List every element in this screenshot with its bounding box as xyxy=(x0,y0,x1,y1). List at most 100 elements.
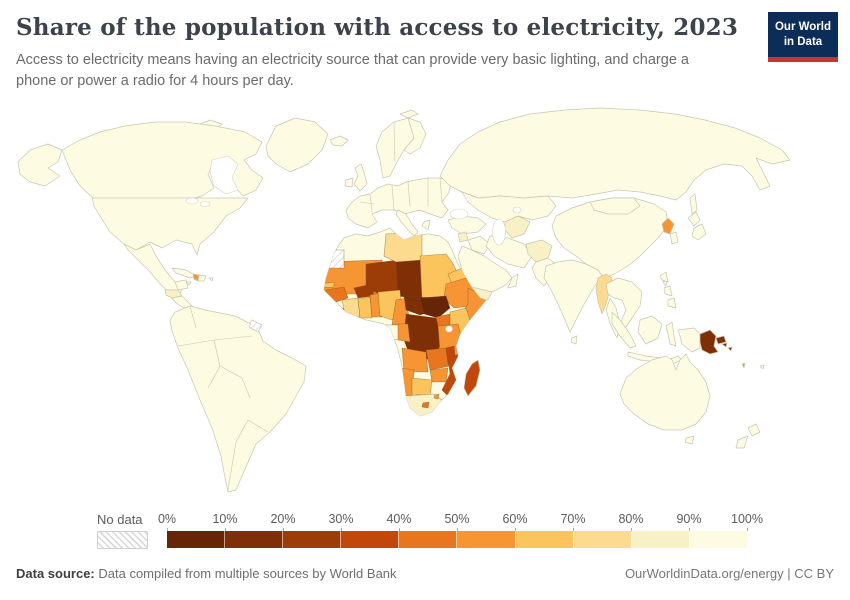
owid-logo: Our World in Data xyxy=(768,12,838,62)
map-country-philippines[interactable] xyxy=(663,285,673,297)
map-country-usa[interactable] xyxy=(91,197,249,256)
hudson-bay xyxy=(209,155,239,195)
map-country-philippines[interactable] xyxy=(667,297,677,309)
map-country-iraq[interactable] xyxy=(467,235,491,255)
map-region-new-britain[interactable] xyxy=(715,335,727,345)
map-country-jamaica[interactable] xyxy=(185,281,192,286)
map-region-svalbard[interactable] xyxy=(399,109,419,119)
map-region-gabon[interactable] xyxy=(383,324,401,341)
map-country-new-zealand[interactable] xyxy=(735,435,749,449)
map-country-vanuatu[interactable] xyxy=(741,362,746,369)
map-region-sumatra[interactable] xyxy=(611,311,637,349)
legend-bin-segment[interactable] xyxy=(398,531,457,548)
legend-tick-mark xyxy=(283,528,284,531)
legend-tick-mark xyxy=(515,528,516,531)
map-region-yucatan[interactable] xyxy=(174,279,189,291)
data-source-line: Data source: Data compiled from multiple… xyxy=(16,566,397,581)
map-country-oman[interactable] xyxy=(507,273,519,289)
legend-tick-label: 100% xyxy=(731,512,763,526)
legend-bin-segment[interactable] xyxy=(572,531,631,548)
map-country-south-korea[interactable] xyxy=(669,231,679,245)
great-lakes xyxy=(199,201,211,207)
map-country-syria[interactable] xyxy=(457,231,469,243)
map-country-philippines[interactable] xyxy=(659,271,669,283)
map-region-south-america[interactable] xyxy=(169,305,307,493)
africa-countries xyxy=(320,231,486,416)
legend-no-data[interactable]: No data xyxy=(97,512,157,549)
map-country-greenland[interactable] xyxy=(265,117,329,173)
map-country-sierra-leone[interactable] xyxy=(322,298,334,311)
map-region-west-new-guinea[interactable] xyxy=(677,327,701,353)
no-data-swatch[interactable] xyxy=(97,531,148,549)
page-title: Share of the population with access to e… xyxy=(16,14,739,41)
map-region-tasmania[interactable] xyxy=(684,435,695,445)
map-country-gambia[interactable] xyxy=(320,281,335,289)
legend-bin-segment[interactable] xyxy=(456,531,515,548)
legend-bin-segment[interactable] xyxy=(224,531,283,548)
map-country-mongolia[interactable] xyxy=(589,197,641,215)
map-country-angola[interactable] xyxy=(401,347,429,373)
legend-tick-label: 90% xyxy=(676,512,702,526)
map-country-north-korea[interactable] xyxy=(661,217,675,235)
map-country-solomon-islands[interactable] xyxy=(727,346,733,352)
map-region-sakhalin[interactable] xyxy=(689,193,698,215)
legend-bin-segment[interactable] xyxy=(167,531,225,548)
map-country-italy[interactable] xyxy=(395,209,419,237)
map-country-libya[interactable] xyxy=(383,231,423,263)
map-country-madagascar[interactable] xyxy=(463,359,481,397)
map-country-uk[interactable] xyxy=(353,163,368,192)
map-country-cuba[interactable] xyxy=(171,267,197,279)
map-country-lesotho[interactable] xyxy=(421,401,430,409)
map-country-eswatini[interactable] xyxy=(433,393,440,400)
legend-tick-label: 0% xyxy=(157,512,177,526)
map-country-mexico[interactable] xyxy=(123,243,184,295)
legend-tick-label: 60% xyxy=(502,512,528,526)
map-country-ghana[interactable] xyxy=(357,296,373,319)
map-country-australia[interactable] xyxy=(619,353,711,431)
legend-tick-label: 20% xyxy=(270,512,296,526)
map-country-zimbabwe[interactable] xyxy=(429,367,449,383)
map-country-south-sudan[interactable] xyxy=(419,295,451,319)
legend-bin-segment[interactable] xyxy=(514,531,573,548)
map-region-arabia[interactable] xyxy=(457,245,513,297)
map-country-botswana[interactable] xyxy=(411,377,433,397)
map-country-sri-lanka[interactable] xyxy=(570,335,578,345)
credit-line[interactable]: OurWorldinData.org/energy | CC BY xyxy=(624,566,834,581)
legend-bin-segment[interactable] xyxy=(630,531,689,548)
aral-sea xyxy=(512,206,522,214)
map-country-puerto-rico[interactable] xyxy=(208,277,214,282)
map-region-sulawesi[interactable] xyxy=(665,321,677,347)
legend-bin-segment[interactable] xyxy=(688,531,747,548)
legend-bin-segment[interactable] xyxy=(340,531,399,548)
map-country-ireland[interactable] xyxy=(344,177,354,188)
map-country-fiji[interactable] xyxy=(759,364,765,370)
map-country-japan[interactable] xyxy=(687,211,701,227)
map-region-alaska[interactable] xyxy=(17,143,63,187)
legend-tick-label: 40% xyxy=(386,512,412,526)
legend-tick-marks xyxy=(167,528,748,531)
legend-colorbar[interactable] xyxy=(167,531,747,548)
owid-logo-line2: in Data xyxy=(783,35,823,48)
map-country-new-zealand[interactable] xyxy=(747,423,761,437)
legend-bin-segment[interactable] xyxy=(282,531,341,548)
map-country-russia[interactable] xyxy=(439,107,791,201)
south-america-borders xyxy=(177,305,269,491)
map-country-solomon-islands[interactable] xyxy=(721,342,728,348)
map-country-iceland[interactable] xyxy=(329,135,349,147)
map-country-finland[interactable] xyxy=(403,117,427,155)
map-country-congo[interactable] xyxy=(397,323,411,343)
map-region-europe-mainland[interactable] xyxy=(345,177,453,229)
map-country-greece[interactable] xyxy=(421,219,431,231)
map-country-japan[interactable] xyxy=(691,223,707,241)
legend-colorbar-wrap: 0% 10% 20% 30% 40% 50% 60% 70% 80% 90% 100% xyxy=(158,512,763,548)
map-country-dominican-republic[interactable] xyxy=(197,274,207,282)
map-country-turkey[interactable] xyxy=(447,215,487,235)
legend-tick-mark xyxy=(689,528,690,531)
map-region-french-guiana[interactable] xyxy=(248,319,263,333)
map-country-india[interactable] xyxy=(543,259,605,333)
map-region-borneo[interactable] xyxy=(637,315,663,345)
owid-logo-line1: Our World xyxy=(774,21,831,33)
map-country-papua-new-guinea[interactable] xyxy=(699,329,719,355)
map-region-central-asia[interactable] xyxy=(461,191,557,223)
legend-ticks: 0% 10% 20% 30% 40% 50% 60% 70% 80% 90% 100% xyxy=(158,512,763,528)
